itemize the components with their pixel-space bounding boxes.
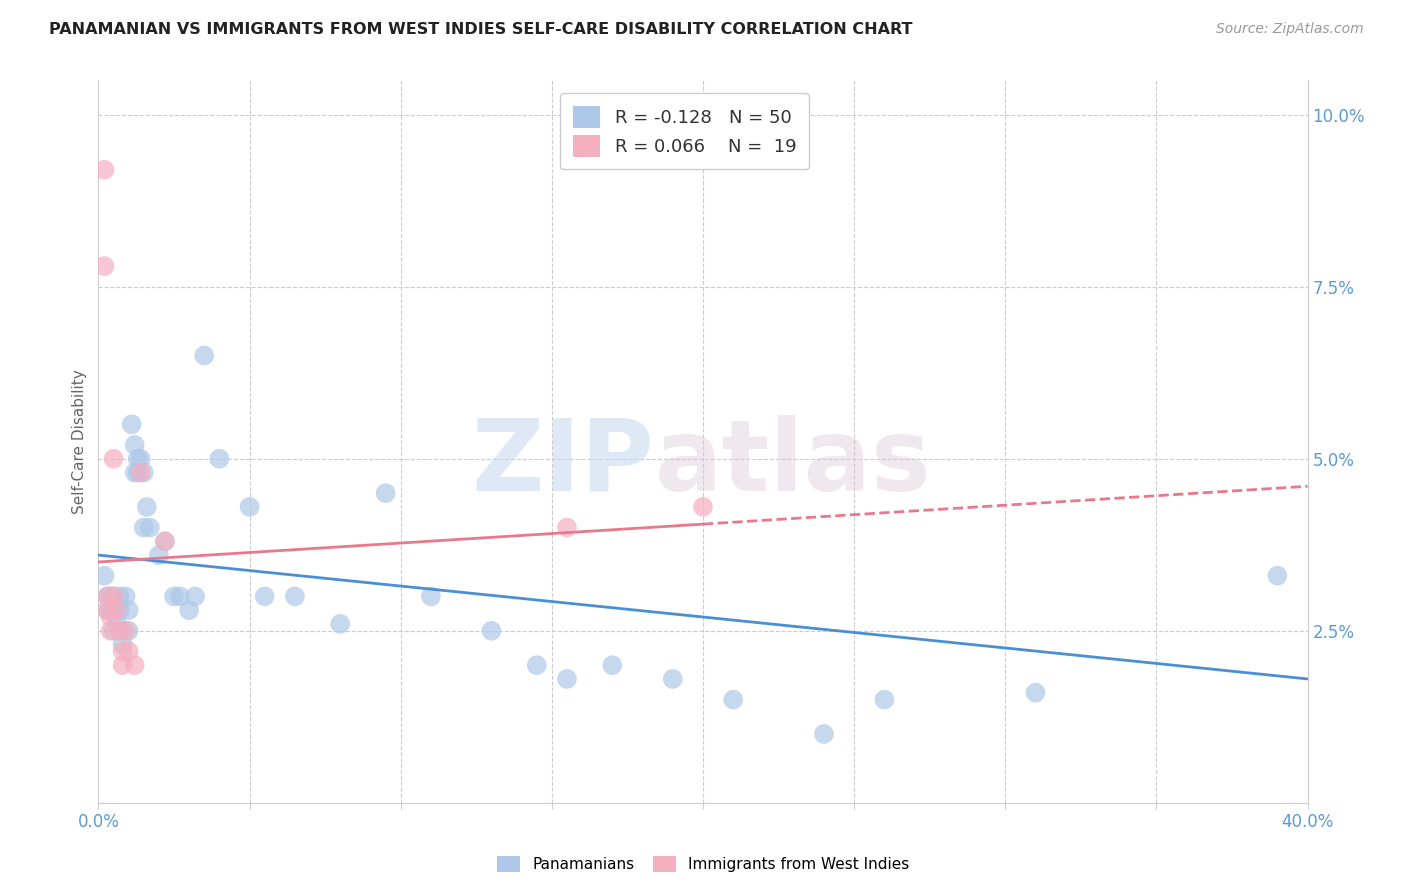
Text: atlas: atlas xyxy=(655,415,931,512)
Point xyxy=(124,466,146,480)
Point xyxy=(105,610,128,624)
Point xyxy=(96,590,118,604)
Point xyxy=(284,590,307,604)
Point xyxy=(124,438,146,452)
Text: Source: ZipAtlas.com: Source: ZipAtlas.com xyxy=(1216,22,1364,37)
Point xyxy=(96,603,118,617)
Point xyxy=(105,603,128,617)
Point xyxy=(127,451,149,466)
Point xyxy=(481,624,503,638)
Point xyxy=(121,417,143,432)
Point xyxy=(135,500,157,514)
Point xyxy=(111,644,134,658)
Point xyxy=(100,603,122,617)
Point xyxy=(873,692,896,706)
Point xyxy=(661,672,683,686)
Point xyxy=(253,590,276,604)
Point xyxy=(111,638,134,652)
Point xyxy=(93,259,115,273)
Legend: Panamanians, Immigrants from West Indies: Panamanians, Immigrants from West Indies xyxy=(489,848,917,880)
Point xyxy=(132,520,155,534)
Text: PANAMANIAN VS IMMIGRANTS FROM WEST INDIES SELF-CARE DISABILITY CORRELATION CHART: PANAMANIAN VS IMMIGRANTS FROM WEST INDIE… xyxy=(49,22,912,37)
Point xyxy=(108,590,131,604)
Point xyxy=(1024,686,1046,700)
Point xyxy=(420,590,443,604)
Point xyxy=(1267,568,1289,582)
Point xyxy=(153,534,176,549)
Point xyxy=(111,658,134,673)
Point xyxy=(813,727,835,741)
Point xyxy=(692,500,714,514)
Point xyxy=(193,349,215,363)
Point xyxy=(96,603,118,617)
Point xyxy=(114,624,136,638)
Point xyxy=(239,500,262,514)
Point xyxy=(163,590,186,604)
Point xyxy=(329,616,352,631)
Point xyxy=(100,590,122,604)
Point xyxy=(100,610,122,624)
Point xyxy=(111,624,134,638)
Point xyxy=(93,568,115,582)
Point xyxy=(100,624,122,638)
Point xyxy=(103,590,125,604)
Point xyxy=(108,624,131,638)
Point xyxy=(374,486,396,500)
Point xyxy=(602,658,624,673)
Point xyxy=(127,466,149,480)
Point xyxy=(96,590,118,604)
Point xyxy=(108,603,131,617)
Point xyxy=(118,624,141,638)
Point xyxy=(103,603,125,617)
Y-axis label: Self-Care Disability: Self-Care Disability xyxy=(72,369,87,514)
Point xyxy=(153,534,176,549)
Point xyxy=(555,520,578,534)
Text: ZIP: ZIP xyxy=(472,415,655,512)
Point xyxy=(148,548,170,562)
Point xyxy=(526,658,548,673)
Point xyxy=(118,644,141,658)
Point xyxy=(208,451,231,466)
Point xyxy=(103,451,125,466)
Point xyxy=(139,520,162,534)
Point xyxy=(129,466,152,480)
Point xyxy=(103,590,125,604)
Point xyxy=(124,658,146,673)
Point xyxy=(118,603,141,617)
Point xyxy=(103,624,125,638)
Point xyxy=(93,162,115,177)
Point xyxy=(179,603,201,617)
Point xyxy=(114,590,136,604)
Point xyxy=(129,451,152,466)
Point xyxy=(132,466,155,480)
Point xyxy=(169,590,191,604)
Point xyxy=(184,590,207,604)
Point xyxy=(723,692,745,706)
Legend: R = -0.128   N = 50, R = 0.066    N =  19: R = -0.128 N = 50, R = 0.066 N = 19 xyxy=(561,93,808,169)
Point xyxy=(555,672,578,686)
